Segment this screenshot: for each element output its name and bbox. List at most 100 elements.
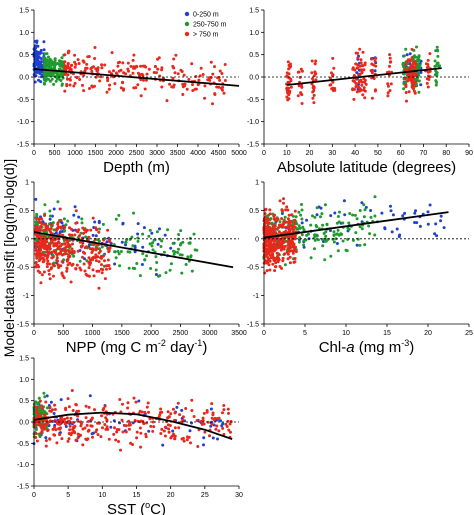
x-tick-label: 2000 [143, 330, 159, 337]
point [370, 96, 374, 100]
point [91, 268, 95, 272]
point [360, 201, 364, 205]
point [428, 69, 432, 73]
point [176, 247, 180, 251]
point [49, 72, 53, 76]
point [426, 222, 430, 226]
point [40, 256, 44, 260]
point [107, 70, 111, 74]
point [300, 208, 304, 212]
point [320, 237, 324, 241]
point [293, 209, 297, 213]
point [68, 78, 72, 82]
point [48, 57, 52, 61]
point [149, 424, 153, 428]
point [159, 432, 163, 435]
point [83, 269, 87, 273]
point [110, 51, 114, 55]
point [112, 419, 116, 423]
point [305, 233, 309, 237]
point [311, 90, 315, 94]
point [154, 71, 158, 75]
point [100, 63, 104, 67]
point [72, 254, 76, 258]
point [383, 227, 387, 231]
point [414, 80, 417, 84]
point [196, 445, 200, 448]
point [358, 209, 362, 212]
point [300, 102, 304, 105]
point [390, 230, 394, 234]
point [172, 432, 175, 436]
y-tick-label: -1 [253, 293, 259, 300]
point [415, 45, 418, 49]
point [66, 263, 70, 267]
point [68, 233, 71, 237]
point [91, 216, 95, 220]
point [57, 245, 60, 249]
point [100, 271, 104, 275]
point [74, 438, 78, 442]
y-tick-label: 0.0 [19, 75, 29, 82]
point [388, 64, 391, 68]
point [47, 250, 51, 254]
x-tick-label: 1000 [67, 150, 83, 157]
point [35, 248, 38, 252]
point [42, 58, 46, 61]
point [194, 75, 198, 78]
point [208, 434, 211, 438]
point [56, 259, 60, 263]
point [59, 417, 63, 421]
point [388, 89, 392, 92]
point [140, 263, 144, 266]
point [40, 404, 44, 408]
point [332, 240, 336, 244]
point [121, 402, 124, 406]
point [69, 67, 73, 71]
point [90, 417, 94, 421]
point [417, 67, 421, 71]
point [177, 426, 181, 430]
point [74, 62, 78, 66]
point [220, 72, 224, 75]
point [201, 73, 205, 76]
legend-label: 250-750 m [193, 22, 227, 29]
point [297, 210, 301, 214]
points-latitude [285, 45, 442, 105]
point [52, 412, 56, 415]
point [336, 228, 340, 232]
point [216, 437, 219, 441]
y-tick-label: -1.5 [247, 142, 259, 149]
point [442, 226, 446, 230]
point [281, 259, 285, 263]
point [287, 67, 291, 71]
point [358, 87, 362, 91]
point [102, 407, 106, 410]
point [52, 274, 55, 278]
point [324, 230, 328, 234]
point [363, 208, 367, 212]
point [172, 252, 176, 256]
point [52, 242, 56, 246]
point [82, 231, 85, 235]
point [38, 435, 42, 439]
point [46, 428, 50, 432]
point [94, 234, 98, 238]
point [62, 276, 66, 280]
point [305, 218, 309, 222]
point [74, 221, 78, 225]
point [63, 89, 67, 93]
point [301, 225, 305, 229]
point [100, 414, 104, 418]
point [313, 62, 317, 66]
point [405, 99, 408, 103]
point [273, 259, 277, 263]
point [103, 423, 107, 426]
point [404, 91, 408, 94]
point [137, 399, 141, 403]
x-tick-label: 20 [424, 330, 432, 337]
point [192, 232, 196, 236]
point [45, 394, 49, 398]
point [37, 240, 41, 244]
